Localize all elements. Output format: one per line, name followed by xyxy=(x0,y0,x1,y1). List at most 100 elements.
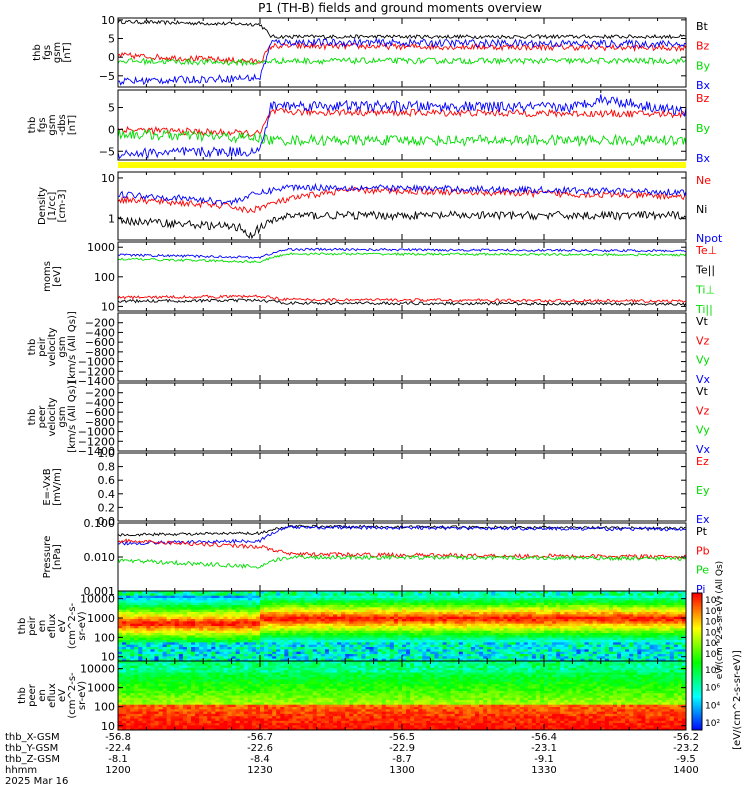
spectrogram-cell xyxy=(673,658,679,662)
spectrogram-cell xyxy=(385,600,391,604)
spectrogram-cell xyxy=(126,688,131,692)
spectrogram-cell xyxy=(260,649,265,653)
spectrogram-cell xyxy=(118,621,123,625)
spectrogram-cell xyxy=(247,628,253,632)
spectrogram-cell xyxy=(130,718,135,722)
spectrogram-cell xyxy=(292,647,297,650)
spectrogram-cell xyxy=(146,656,151,660)
spectrogram-cell xyxy=(621,626,626,629)
spectrogram-cell xyxy=(580,623,585,627)
spectrogram-cell xyxy=(560,654,565,657)
spectrogram-cell xyxy=(527,649,533,653)
spectrogram-cell xyxy=(552,609,557,613)
spectrogram-cell xyxy=(207,626,212,629)
spectrogram-cell xyxy=(422,658,427,662)
spectrogram-cell xyxy=(503,609,508,613)
spectrogram-cell xyxy=(410,623,415,627)
spectrogram-cell xyxy=(580,626,585,629)
spectrogram-cell xyxy=(389,640,395,643)
spectrogram-cell xyxy=(272,621,277,625)
spectrogram-cell xyxy=(470,619,476,622)
spectrogram-cell xyxy=(491,616,496,620)
spectrogram-cell xyxy=(434,612,439,615)
spectrogram-cell xyxy=(154,621,159,625)
spectrogram-cell xyxy=(255,658,261,662)
spectrogram-cell xyxy=(617,607,622,611)
spectrogram-cell xyxy=(223,614,228,618)
spectrogram-cell xyxy=(170,628,176,632)
spectrogram-cell xyxy=(166,635,172,639)
spectrogram-cell xyxy=(308,649,314,653)
spectrogram-cell xyxy=(353,609,358,613)
spectrogram-cell xyxy=(588,598,594,601)
spectrogram-cell xyxy=(454,621,460,625)
spectrogram-cell xyxy=(268,656,273,660)
spectrogram-cell xyxy=(341,640,346,643)
spectrogram-cell xyxy=(499,658,504,662)
spectrogram-cell xyxy=(434,635,439,639)
spectrogram-cell xyxy=(629,612,634,615)
spectrogram-cell xyxy=(677,658,683,662)
spectrogram-cell xyxy=(138,591,143,594)
spectrogram-cell xyxy=(564,654,569,657)
spectrogram-cell xyxy=(535,593,541,597)
spectrogram-cell xyxy=(353,612,358,615)
spectrogram-cell xyxy=(276,621,281,625)
spectrogram-cell xyxy=(381,647,387,650)
spectrogram-cell xyxy=(608,621,614,625)
spectrogram-cell xyxy=(572,630,577,634)
spectrogram-cell xyxy=(195,616,200,620)
spectrogram-cell xyxy=(251,605,257,608)
spectrogram-cell xyxy=(272,607,277,611)
spectrogram-cell xyxy=(499,621,504,625)
spectrogram-cell xyxy=(264,593,269,597)
spectrogram-cell xyxy=(450,593,456,597)
spectrogram-cell xyxy=(296,649,301,653)
spectrogram-cell xyxy=(324,591,330,594)
spectrogram-cell xyxy=(219,630,224,634)
spectrogram-cell xyxy=(677,640,683,643)
spectrogram-cell xyxy=(138,623,143,627)
spectrogram-cell xyxy=(377,598,383,601)
spectrogram-cell xyxy=(462,633,468,636)
spectrogram-cell xyxy=(438,635,443,639)
spectrogram-cell xyxy=(535,600,541,604)
spectrogram-cell xyxy=(337,656,342,660)
spectrogram-cell xyxy=(296,614,301,618)
spectrogram-cell xyxy=(251,623,257,627)
spectrogram-cell xyxy=(118,651,123,655)
spectrogram-cell xyxy=(527,598,533,601)
spectrogram-cell xyxy=(617,614,622,618)
spectrogram-cell xyxy=(470,658,476,662)
spectrogram-cell xyxy=(381,637,387,641)
spectrogram-cell xyxy=(138,693,143,696)
spectrogram-cell xyxy=(365,619,370,622)
spectrogram-cell xyxy=(357,626,362,629)
spectrogram-cell xyxy=(385,619,391,622)
spectrogram-cell xyxy=(174,654,180,657)
spectrogram-cell xyxy=(548,614,553,618)
spectrogram-cell xyxy=(434,605,439,608)
spectrogram-cell xyxy=(442,633,448,636)
spectrogram-cell xyxy=(320,633,326,636)
spectrogram-cell xyxy=(349,623,354,627)
spectrogram-cell xyxy=(174,628,180,632)
spectrogram-cell xyxy=(617,591,622,594)
spectrogram-cell xyxy=(434,644,439,648)
spectrogram-cell xyxy=(523,621,529,625)
spectrogram-cell xyxy=(544,621,549,625)
spectrogram-cell xyxy=(126,637,131,641)
spectrogram-cell xyxy=(316,626,322,629)
spectrogram-cell xyxy=(122,593,127,597)
spectrogram-cell xyxy=(519,630,525,634)
spectrogram-cell xyxy=(564,637,569,641)
spectrogram-cell xyxy=(507,654,512,657)
spectrogram-cell xyxy=(564,647,569,650)
spectrogram-cell xyxy=(629,626,634,629)
spectrogram-cell xyxy=(406,637,411,641)
spectrogram-cell xyxy=(645,621,650,625)
spectrogram-cell xyxy=(308,607,314,611)
spectrogram-cell xyxy=(341,600,346,604)
spectrogram-cell xyxy=(568,651,573,655)
spectrogram-cell xyxy=(637,633,642,636)
